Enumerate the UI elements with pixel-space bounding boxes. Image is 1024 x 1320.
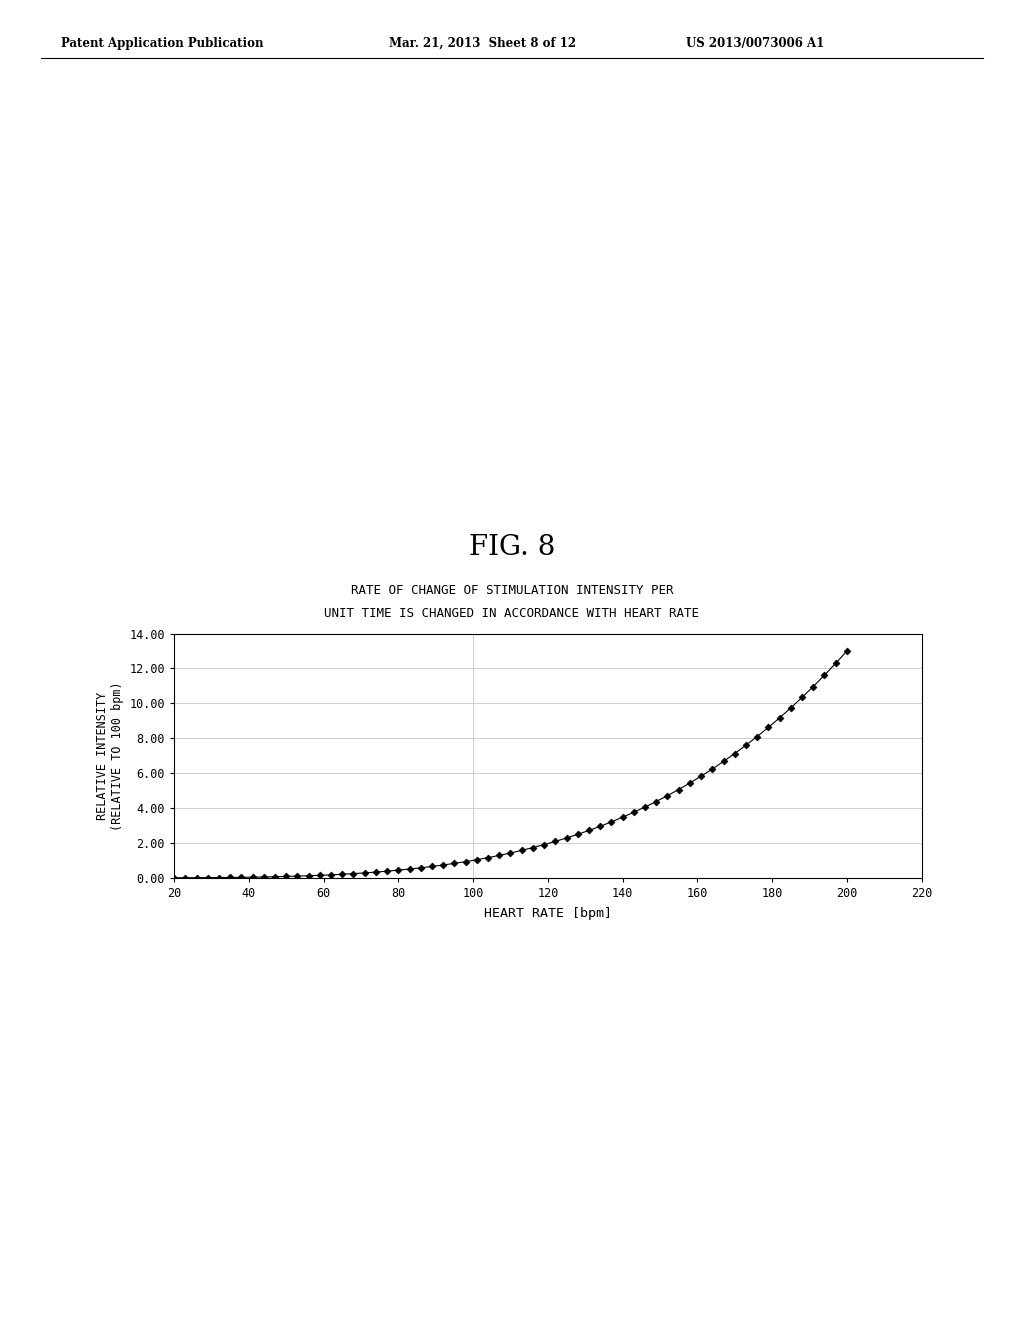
Text: Patent Application Publication: Patent Application Publication [61, 37, 264, 50]
Y-axis label: RELATIVE INTENSITY
(RELATIVE TO 100 bpm): RELATIVE INTENSITY (RELATIVE TO 100 bpm) [96, 681, 124, 830]
Text: UNIT TIME IS CHANGED IN ACCORDANCE WITH HEART RATE: UNIT TIME IS CHANGED IN ACCORDANCE WITH … [325, 607, 699, 620]
X-axis label: HEART RATE [bpm]: HEART RATE [bpm] [484, 907, 612, 920]
Text: Mar. 21, 2013  Sheet 8 of 12: Mar. 21, 2013 Sheet 8 of 12 [389, 37, 577, 50]
Text: FIG. 8: FIG. 8 [469, 535, 555, 561]
Text: US 2013/0073006 A1: US 2013/0073006 A1 [686, 37, 824, 50]
Text: RATE OF CHANGE OF STIMULATION INTENSITY PER: RATE OF CHANGE OF STIMULATION INTENSITY … [351, 583, 673, 597]
